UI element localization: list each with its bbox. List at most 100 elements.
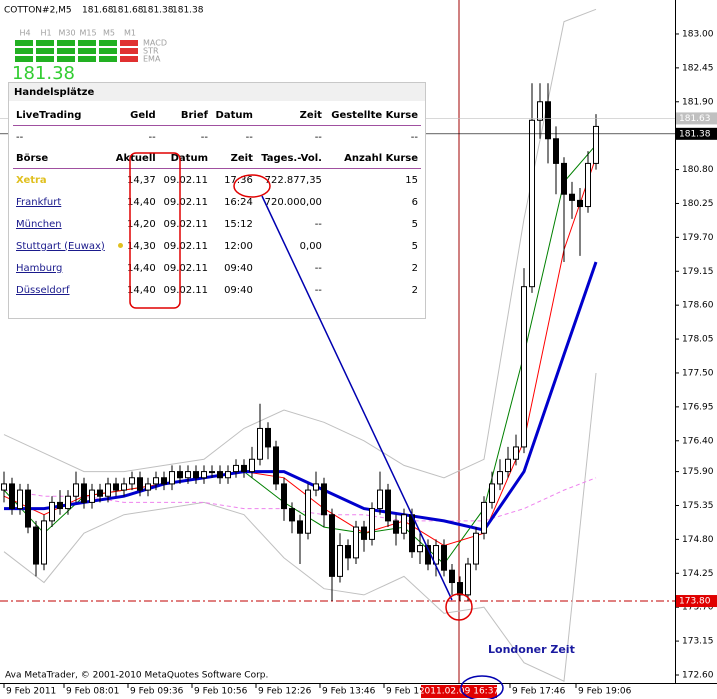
candle-body [521, 286, 527, 448]
signal-cell [99, 40, 117, 46]
table-cell: 720.000,00 [264, 196, 322, 208]
signal-cell [120, 48, 138, 54]
table-cell: 0,00 [299, 240, 322, 252]
y-tick-label: 178.60 [682, 301, 714, 311]
ohlc-value: 181.68 [82, 6, 114, 16]
y-tick-label: 179.70 [682, 233, 714, 243]
signal-cell [57, 40, 75, 46]
candle-body [257, 427, 263, 460]
table-cell: Datum [211, 105, 256, 126]
candle-body [545, 101, 551, 140]
table-cell: 09.02.11 [163, 174, 208, 186]
signal-cell [36, 48, 54, 54]
table-cell: 09.02.11 [163, 218, 208, 230]
table-cell: 09.02.11 [163, 262, 208, 274]
candle-body [17, 489, 23, 510]
table-cell: 2 [411, 262, 418, 274]
candle-body [417, 545, 423, 553]
signal-cell [99, 48, 117, 54]
candle-body [121, 483, 127, 491]
candle-body [473, 532, 479, 565]
table-cell: Zeit [211, 148, 256, 169]
y-tick-label: 174.80 [682, 535, 714, 545]
table-cell: 09:40 [224, 262, 253, 274]
table-cell[interactable]: Xetra [16, 174, 47, 186]
table-cell: 14,40 [127, 196, 156, 208]
y-tick-label: 177.50 [682, 368, 714, 378]
x-tick-label: 9 Feb 13:46 [322, 687, 376, 697]
table-cell: -- [410, 131, 418, 143]
candle-body [49, 501, 55, 522]
candle-body [25, 489, 31, 528]
y-tick-label: 176.40 [682, 436, 714, 446]
table-cell: Tages.-Vol. [255, 148, 325, 169]
x-tick-label: 9 Feb 08:01 [66, 687, 119, 697]
x-tick-label: 9 Feb 2011 [6, 687, 56, 697]
table-cell[interactable]: Frankfurt [16, 196, 62, 208]
candle-body [81, 483, 87, 503]
table-row: -- -- -- -- -- -- [13, 126, 421, 149]
table-cell[interactable]: München [16, 218, 62, 230]
candle-body [97, 489, 103, 497]
exchange-panel: Handelsplätze LiveTrading Geld Brief Datum Z… [8, 82, 426, 319]
table-cell: -- [314, 284, 322, 296]
candle-body [465, 563, 471, 596]
candle-body [297, 520, 303, 534]
candle-body [145, 483, 151, 491]
table-cell: 5 [411, 240, 418, 252]
candle-body [209, 471, 215, 474]
table-cell: -- [314, 262, 322, 274]
price-tag [676, 127, 717, 140]
table-cell[interactable]: Hamburg [16, 262, 63, 274]
table-cell: -- [314, 218, 322, 230]
table-cell: 15 [405, 174, 418, 186]
candle-body [65, 495, 71, 510]
annotation: Londoner Zeit [488, 643, 575, 656]
table-cell[interactable]: Düsseldorf [16, 284, 70, 296]
table-cell: 14,20 [127, 218, 156, 230]
table-cell: 5 [411, 218, 418, 230]
candle-body [329, 514, 335, 577]
table-cell: Datum [158, 148, 211, 169]
candle-body [161, 477, 167, 485]
candle-body [489, 483, 495, 503]
table-cell[interactable]: Stuttgart (Euwax) [16, 240, 105, 252]
table-cell: 12:00 [224, 240, 253, 252]
candle-body [305, 489, 311, 534]
table-row: Frankfurt 14,40 09.02.11 16:24 720.000,00 6 [13, 191, 421, 213]
table-cell: Brief [158, 105, 211, 126]
candle-body [401, 514, 407, 534]
signal-cell [36, 40, 54, 46]
x-tick-label: 9 Feb 12:26 [258, 687, 312, 697]
candle-body [321, 483, 327, 516]
candle-body [249, 458, 255, 473]
x-tick-label: 9 Feb 17:46 [512, 687, 566, 697]
table-cell: 16:24 [224, 196, 253, 208]
table-cell: 14,40 [127, 262, 156, 274]
table-cell: -- [245, 131, 253, 143]
candle-body [265, 427, 271, 448]
candle-body [1, 483, 7, 491]
table-cell: 2 [411, 284, 418, 296]
table-cell: LiveTrading [13, 105, 112, 126]
y-tick-label: 176.95 [682, 402, 714, 412]
table-cell: 14,37 [127, 174, 156, 186]
level-label: 173.80 [679, 597, 711, 607]
signal-cell [15, 40, 33, 46]
signal-cell [78, 56, 96, 62]
table-cell: 14,40 [127, 284, 156, 296]
table-cell: 09.02.11 [163, 240, 208, 252]
candle-body [585, 162, 591, 208]
candle-body [385, 489, 391, 522]
table-cell: -- [16, 131, 24, 143]
table-cell: 17:36 [224, 174, 253, 186]
price-tag [676, 112, 717, 125]
table-cell: 6 [411, 196, 418, 208]
y-tick-label: 178.05 [682, 335, 714, 345]
last-price: 181.38 [12, 63, 75, 84]
candle-body [289, 508, 295, 522]
x-tick-label: 9 Feb 10:56 [194, 687, 248, 697]
signal-cell [57, 56, 75, 62]
candle-body [313, 483, 319, 491]
x-tick-label: 9 Feb 15:06 [386, 687, 440, 697]
